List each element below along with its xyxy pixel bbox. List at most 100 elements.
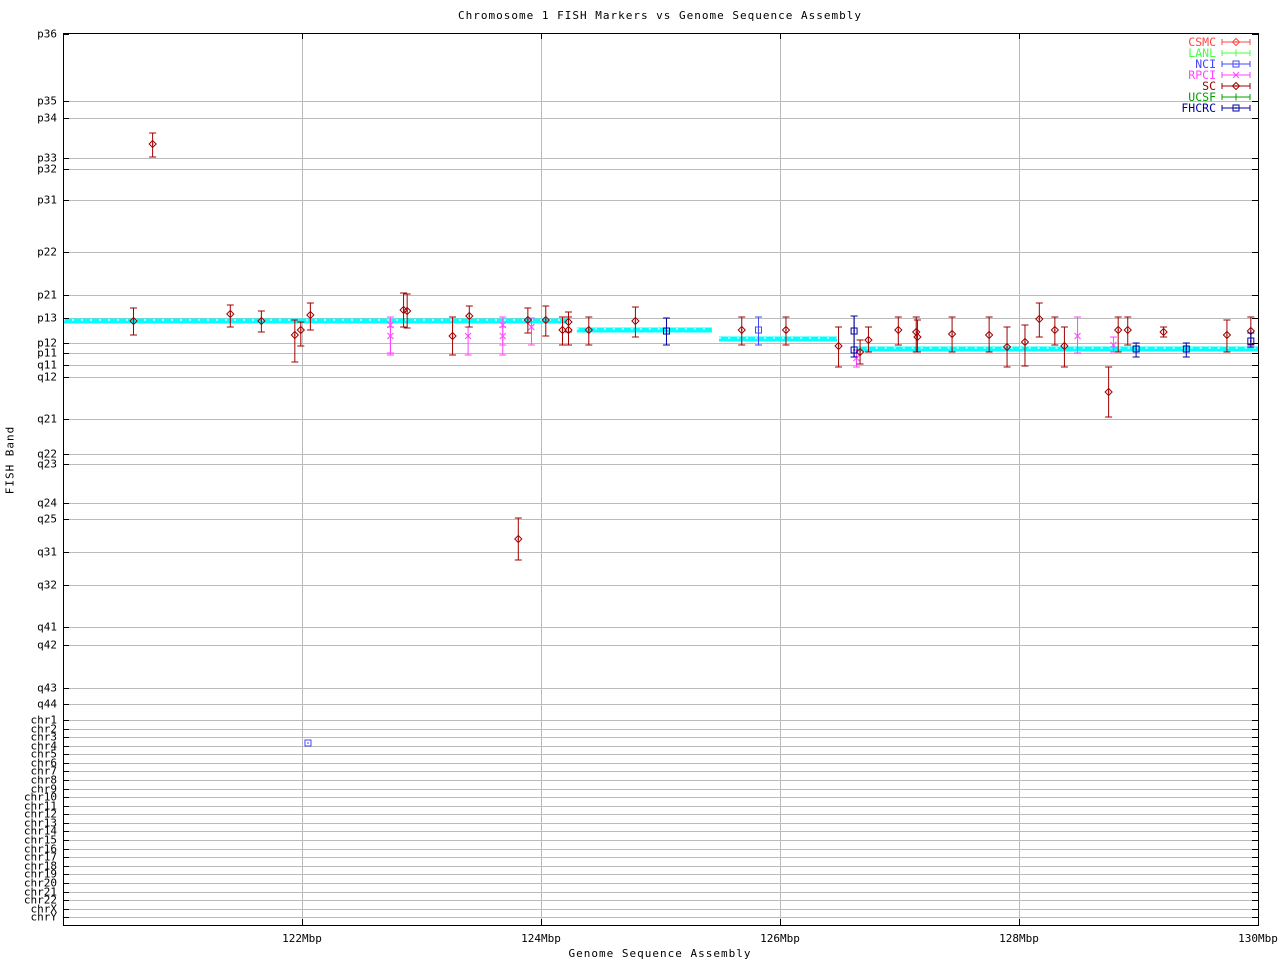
legend-entry-rpci: RPCI [1188,68,1251,82]
y-tick-label: chr4 [31,740,58,753]
legend-entry-lanl: LANL [1188,46,1251,60]
data-point-sc [864,326,873,353]
y-tick-label: chr15 [24,834,57,847]
cyan-band-segment [719,336,838,342]
diamond-marker [1050,325,1060,335]
data-point-rpci [464,326,472,356]
diamond-marker [148,139,157,149]
y-tick-label: q24 [37,497,57,510]
data-point-sc [894,316,903,346]
marker-dot [1127,329,1129,331]
data-point-rpci [1109,336,1117,353]
data-point-fhcrc [1132,342,1140,358]
diamond-marker [834,341,843,351]
data-point-sc [558,316,567,346]
y-tick-label: p31 [37,194,57,207]
data-point-rpci [1074,316,1082,354]
marker-dot [1024,341,1026,343]
data-point-rpci [386,326,394,356]
square-marker [754,326,762,334]
diamond-marker [984,330,994,340]
data-point-sc [1020,324,1030,367]
diamond-marker [631,316,640,326]
marker-dot [132,320,135,322]
x-marker [1232,71,1240,79]
marker-dot [1235,41,1237,43]
x-marker [499,332,507,340]
chart-title: Chromosome 1 FISH Markers vs Genome Sequ… [458,9,862,22]
data-point-sc [984,316,994,353]
marker-dot [859,351,861,353]
y-tick-label: chr14 [24,825,57,838]
gridlines [63,33,1258,925]
diamond-marker [1222,330,1232,340]
marker-dot [300,329,302,331]
data-point-sc [257,310,266,333]
x-marker [1074,332,1081,340]
y-tick-label: p21 [37,289,57,302]
diamond-marker [465,311,474,321]
diamond-marker [894,325,903,335]
data-point-sc [1123,316,1132,346]
square-marker [304,739,312,747]
data-point-sc [564,316,573,346]
marker-dot [561,329,564,331]
y-tick-label: q31 [37,546,57,559]
x-tick-label: 130Mbp [1238,932,1278,945]
plus-marker [1232,93,1240,101]
legend-label: LANL [1188,46,1216,60]
y-tick-label: chr7 [31,765,58,778]
diamond-marker [523,315,533,325]
legend-entry-sc: SC [1202,79,1251,93]
legend-entry-fhcrc: FHCRC [1181,101,1251,115]
marker-dot [517,538,519,540]
cyan-band-segments [63,318,1258,352]
diamond-marker [1113,325,1123,335]
marker-dot [309,314,312,316]
diamond-marker [1159,327,1168,337]
diamond-marker [737,325,746,335]
diamond-marker [947,329,957,339]
square-marker [1232,60,1240,68]
y-tick-label: chr3 [31,731,58,744]
marker-dot [1107,391,1110,393]
marker-dot [1235,63,1237,65]
y-tick-label: q22 [37,448,57,461]
diamond-marker [541,315,550,325]
y-tick-label: chr17 [24,851,57,864]
diamond-marker [558,325,567,335]
data-point-sc [1060,326,1069,368]
y-tick-label: chr6 [31,757,58,770]
marker-dot [406,310,408,312]
diamond-marker [1231,37,1241,47]
y-tick-label: chr2 [31,723,58,736]
data-point-sc [913,319,922,353]
y-tick-label: chr20 [24,877,57,890]
marker-dot [1235,107,1237,109]
diamond-marker [448,331,457,341]
data-point-rpci [527,317,535,346]
y-tick-label: chrY [31,911,58,924]
series-sc [129,132,1256,561]
y-tick-label: p12 [37,337,57,350]
data-point-sc [737,316,746,346]
square-marker [662,327,670,335]
marker-dot [741,329,743,331]
diamond-marker [296,325,306,335]
square-marker [1182,345,1190,353]
square-marker [1232,104,1240,112]
y-tick-label: p36 [37,28,57,41]
marker-dot [229,313,231,315]
y-tick-label: q11 [37,359,57,372]
data-point-nci [754,316,762,346]
y-tick-label: p34 [37,112,57,125]
legend-marker [1231,81,1241,91]
x-marker [387,332,394,340]
data-point-sc [402,293,412,329]
marker-dot [588,329,590,331]
square-marker [1247,337,1255,345]
marker-dot [567,329,570,331]
y-tick-label: chr1 [31,714,58,727]
diamond-marker [1123,325,1132,335]
